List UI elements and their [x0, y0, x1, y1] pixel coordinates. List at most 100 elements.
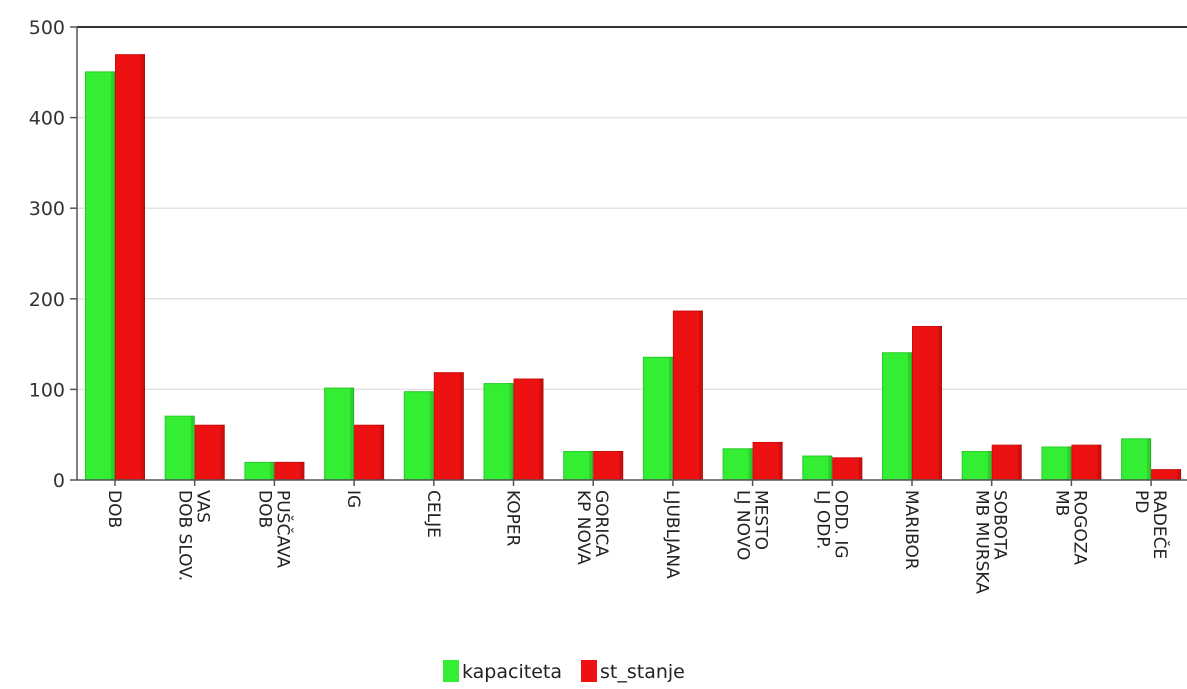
bar-st_stanje-12 [1071, 444, 1102, 480]
x-tick-label: RADEČE [1149, 490, 1171, 559]
x-tick-label: MESTO [751, 490, 771, 550]
legend-swatch [581, 660, 597, 682]
bar-st_stanje-13 [1151, 469, 1182, 480]
x-tick-label: LJ ODP. [812, 490, 832, 549]
bar-shade [668, 356, 673, 480]
legend-item-st_stanje: st_stanje [581, 660, 685, 683]
y-axis: 0 100 200 300 400 500 [29, 17, 78, 492]
bar-fill [403, 391, 434, 480]
bar-fill [991, 444, 1022, 480]
x-tick-label: CELJE [423, 490, 443, 538]
y-tick-label: 300 [29, 198, 65, 220]
bar-kapaciteta-9 [802, 455, 833, 480]
bar-fill [1041, 446, 1072, 480]
bar-fill [642, 356, 673, 480]
bar-st_stanje-1 [194, 424, 225, 481]
legend-label: kapaciteta [462, 661, 562, 683]
bar-fill [324, 387, 355, 480]
bar-shade [111, 71, 115, 481]
bar-st_stanje-7 [672, 310, 703, 480]
bar-fill [563, 451, 594, 480]
bar-fill [244, 461, 275, 480]
bar-shade [509, 383, 514, 480]
x-tick-label: DOB SLOV. [175, 490, 195, 581]
bar-shade [589, 451, 594, 480]
x-tick-label: MARIBOR [901, 490, 921, 570]
x-tick-label: SOBOTA [990, 490, 1010, 560]
bar-st_stanje-0 [115, 54, 145, 481]
bar-shade [141, 54, 145, 481]
bar-shade [1097, 444, 1102, 480]
bar-st_stanje-6 [593, 451, 624, 480]
bar-shade [539, 378, 544, 480]
bar-fill [882, 352, 912, 480]
bar-shade [350, 387, 355, 480]
x-tick-label: IG [343, 490, 363, 508]
bar-shade [459, 372, 464, 480]
bar-st_stanje-11 [991, 444, 1022, 480]
bar-fill [433, 372, 464, 480]
x-tick-label: LJ NOVO [733, 490, 753, 560]
bar-fill [722, 448, 753, 480]
bar-fill [194, 424, 225, 480]
bar-kapaciteta-2 [244, 461, 275, 481]
x-tick-label: VAS [193, 490, 213, 523]
legend-swatch [443, 660, 459, 682]
legend-item-kapaciteta: kapaciteta [443, 660, 562, 683]
y-tick-label: 400 [29, 108, 65, 130]
bar-kapaciteta-10 [882, 352, 912, 480]
bar-shade [190, 415, 195, 480]
x-tick-label: KOPER [503, 490, 523, 547]
bar-fill [1151, 469, 1182, 480]
bar-kapaciteta-7 [642, 356, 673, 480]
bar-shade [1177, 469, 1182, 480]
x-tick-label: MB [1051, 490, 1071, 516]
bar-fill [483, 383, 514, 480]
bar-shade [270, 461, 275, 480]
bar-kapaciteta-12 [1041, 446, 1072, 480]
bar-shade [429, 391, 434, 480]
bar-st_stanje-2 [274, 461, 305, 481]
bar-fill [354, 424, 385, 480]
bar-st_stanje-8 [752, 441, 783, 480]
bar-fill [164, 415, 195, 480]
bar-kapaciteta-5 [483, 383, 514, 481]
x-tick-label: KP NOVA [573, 490, 593, 565]
bar-shade [858, 457, 863, 480]
bar-fill [912, 325, 942, 480]
legend-label: st_stanje [600, 661, 685, 683]
bar-fill [1121, 438, 1152, 480]
x-tick-label: GORICA [591, 490, 611, 557]
x-tick-label: MB MURSKA [972, 490, 992, 594]
x-tick-label: LJUBLJANA [662, 490, 682, 579]
y-tick-label: 500 [29, 17, 65, 39]
bar-shade [987, 451, 992, 480]
x-tick-label: PD [1131, 490, 1151, 513]
bar-fill [752, 441, 783, 480]
bar-shade [1147, 438, 1152, 480]
bar-st_stanje-9 [832, 457, 863, 481]
grid-lines [77, 26, 1187, 391]
bar-fill [802, 455, 833, 480]
bar-fill [672, 310, 703, 480]
y-tick-label: 100 [29, 379, 65, 401]
bar-kapaciteta-1 [164, 415, 195, 481]
bar-shade [828, 455, 833, 480]
x-tick-label: PUŠČAVA [272, 490, 294, 568]
y-tick-label: 0 [53, 470, 65, 492]
x-tick-label: DOB [104, 490, 124, 528]
bar-shade [1017, 444, 1022, 480]
bar-fill [115, 54, 145, 481]
bar-st_stanje-10 [912, 325, 942, 481]
bar-shade [1067, 446, 1072, 480]
bar-fill [85, 71, 115, 481]
bar-kapaciteta-0 [85, 71, 115, 481]
bar-shade [380, 424, 385, 480]
bar-kapaciteta-3 [324, 387, 355, 481]
bar-st_stanje-3 [354, 424, 385, 481]
legend: kapaciteta st_stanje [443, 660, 685, 683]
bar-st_stanje-5 [513, 378, 544, 481]
bar-kapaciteta-11 [961, 451, 992, 480]
